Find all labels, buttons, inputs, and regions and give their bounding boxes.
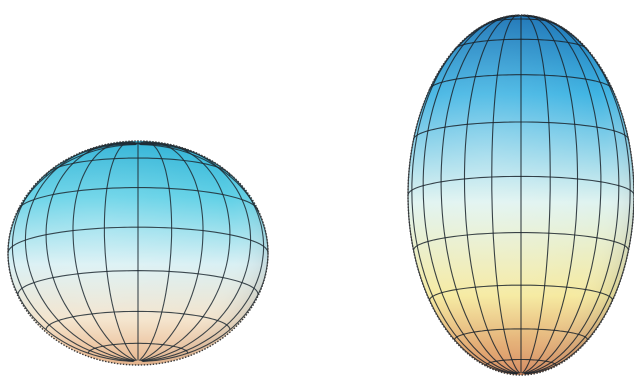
spheroid-outline — [7, 140, 269, 366]
prolate-spheroid — [407, 14, 634, 376]
oblate-spheroid — [7, 140, 269, 366]
meridian-line — [103, 141, 138, 361]
meridian-line — [72, 141, 138, 362]
meridian-line — [440, 14, 520, 374]
meridian-line — [521, 14, 551, 374]
meridian-line — [522, 14, 602, 374]
meridian-line — [522, 15, 620, 375]
meridian-line — [422, 15, 520, 375]
meridian-line — [140, 143, 265, 362]
meridian-line — [463, 14, 521, 374]
spheroid-outline — [407, 14, 634, 376]
meridian-line — [24, 143, 137, 362]
meridian-line — [491, 14, 521, 374]
meridian-line — [521, 14, 579, 374]
meridian-line — [138, 141, 173, 361]
meridian-line — [45, 142, 137, 362]
